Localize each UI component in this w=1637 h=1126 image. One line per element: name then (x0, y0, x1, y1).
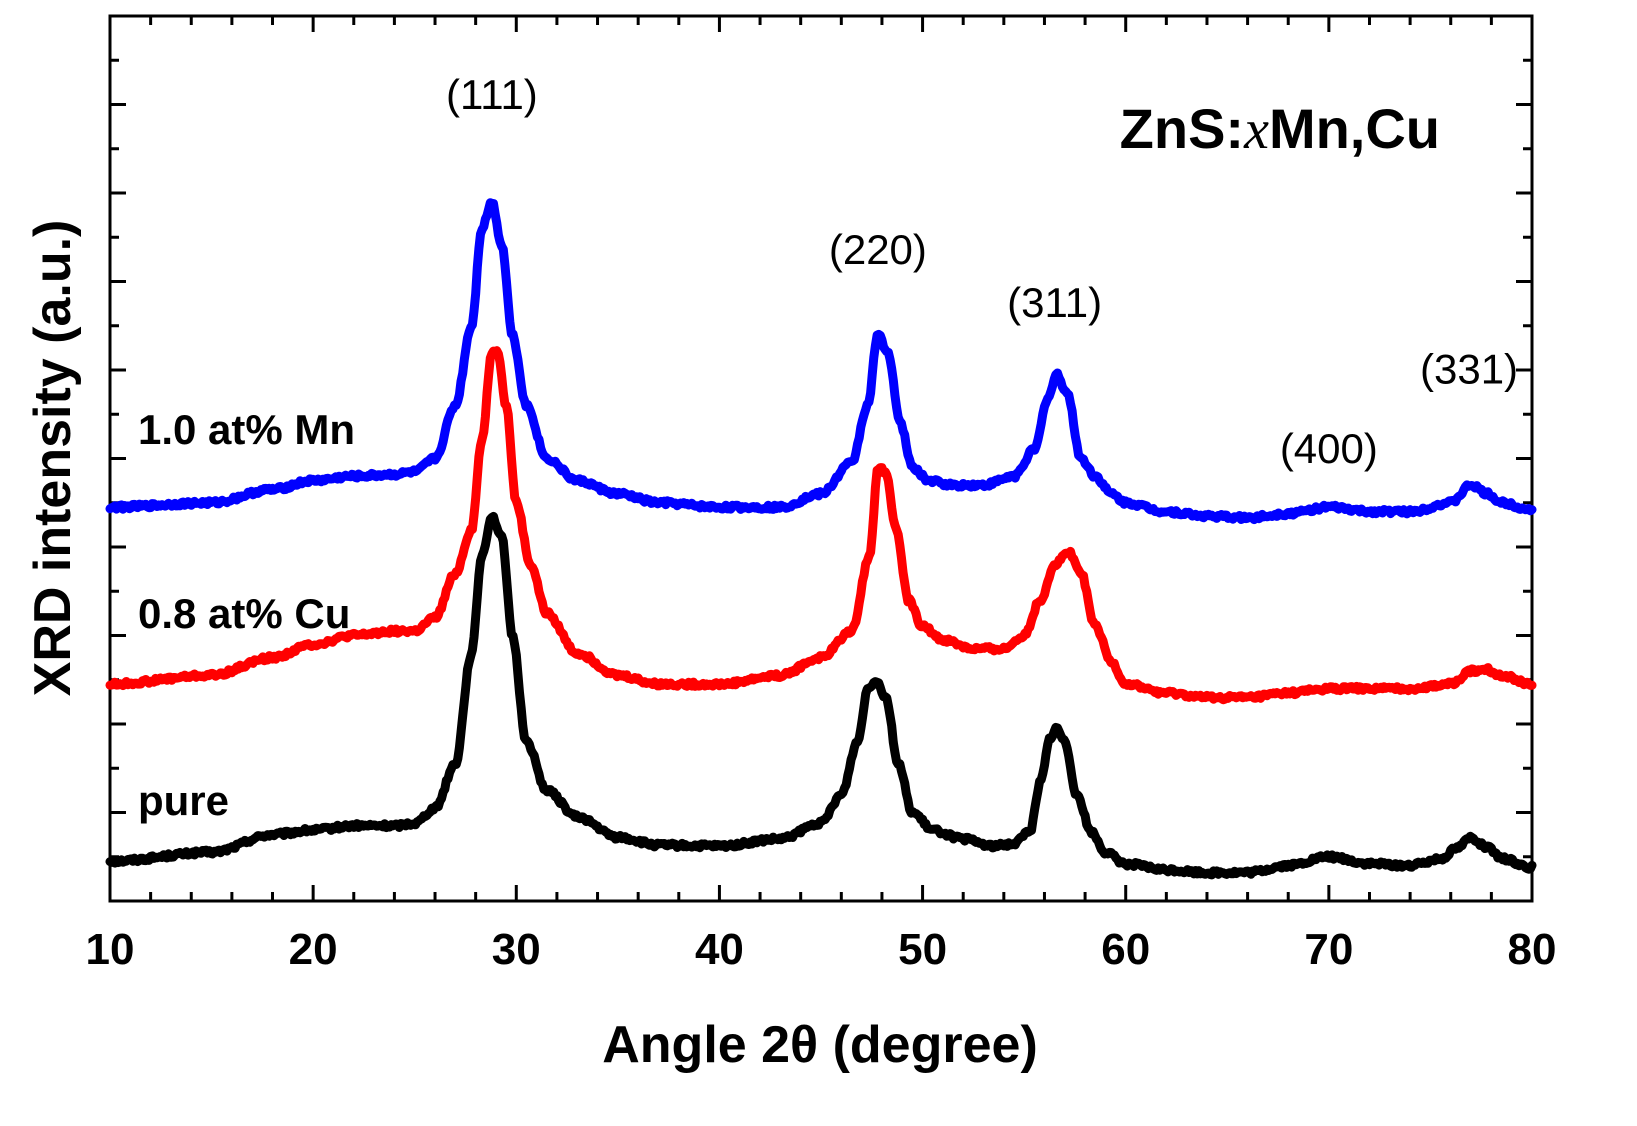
chart-title: ZnS:xMn,Cu (1120, 97, 1440, 161)
peak-label: (311) (1007, 279, 1102, 326)
series-line-1-0-at-mn (105, 198, 1537, 525)
peak-labels: (111) (220) (311) (400) (331) (446, 71, 1518, 472)
series-lines (105, 198, 1537, 880)
series-label-mn: 1.0 at% Mn (138, 406, 355, 453)
x-tick-label: 40 (695, 925, 744, 974)
x-tick-label: 60 (1101, 925, 1150, 974)
y-axis-title: XRD intensity (a.u.) (24, 220, 82, 697)
peak-label: (331) (1420, 345, 1518, 392)
x-tick-label: 20 (289, 925, 338, 974)
series-line-0-8-at-cu (105, 346, 1537, 705)
x-tick-label: 70 (1304, 925, 1353, 974)
peak-label: (111) (446, 71, 538, 118)
peak-label: (220) (829, 226, 927, 273)
x-tick-label: 80 (1508, 925, 1557, 974)
series-label-cu: 0.8 at% Cu (138, 590, 350, 637)
peak-label: (400) (1280, 425, 1378, 472)
x-tick-label: 10 (86, 925, 135, 974)
series-line-pure (105, 511, 1537, 880)
series-label-pure: pure (138, 777, 229, 824)
x-tick-labels: 10 20 30 40 50 60 70 80 (86, 925, 1557, 974)
x-tick-label: 30 (492, 925, 541, 974)
x-axis-title: Angle 2θ (degree) (602, 1016, 1038, 1074)
x-tick-label: 50 (898, 925, 947, 974)
